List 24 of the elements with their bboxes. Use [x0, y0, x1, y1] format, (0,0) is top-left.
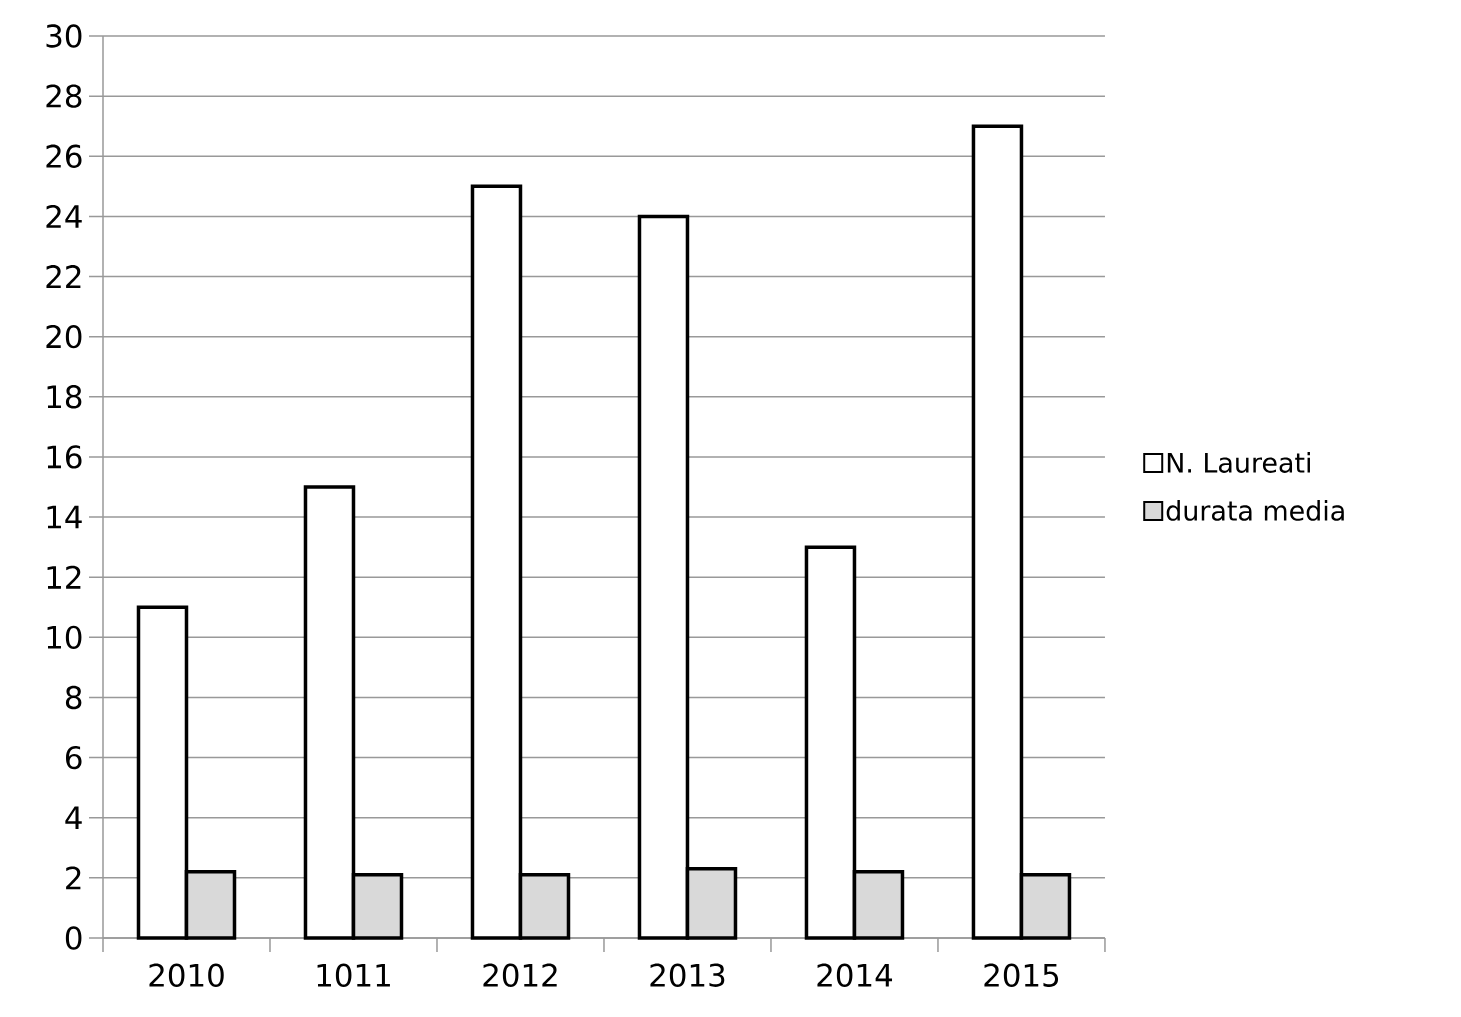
y-tick-label: 20 [46, 324, 82, 349]
y-tick-label: 10 [47, 625, 82, 650]
y-tick-label: 18 [47, 385, 82, 409]
y-tick-label: 0 [65, 926, 82, 950]
y-tick-label: 12 [47, 565, 81, 589]
y-tick-label: 8 [65, 685, 82, 710]
y-tick-label: 26 [46, 144, 82, 168]
x-tick-label: 2010 [149, 963, 224, 987]
x-tick-label: 2014 [817, 963, 893, 987]
legend-label: durata media [1166, 499, 1344, 521]
x-tick-label: 1011 [317, 963, 390, 987]
y-tick-label: 16 [47, 445, 82, 469]
y-tick-label: 14 [47, 505, 82, 529]
x-tick-label: 2012 [483, 963, 557, 987]
y-tick-label: 22 [46, 265, 81, 288]
y-tick-label: 30 [46, 24, 82, 48]
y-tick-label: 24 [46, 204, 82, 228]
y-tick-label: 28 [46, 84, 82, 108]
y-tick-label: 6 [65, 745, 82, 770]
legend-label: N. Laureati [1167, 452, 1310, 473]
x-tick-label: 2015 [984, 963, 1059, 987]
x-tick-label: 2013 [650, 963, 725, 987]
y-tick-label: 4 [65, 806, 82, 829]
y-tick-label: 2 [66, 866, 81, 890]
